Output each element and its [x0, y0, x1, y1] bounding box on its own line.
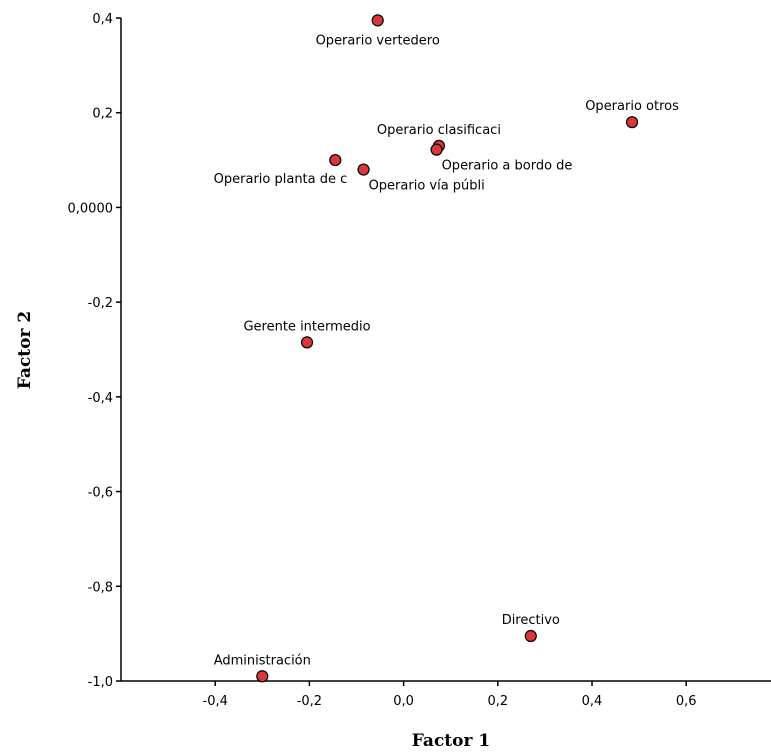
axes [120, 18, 771, 682]
point-label: Operario planta de c [214, 172, 348, 187]
y-tick-label: -0,4 [88, 391, 113, 406]
y-tick-label: 0,4 [92, 12, 113, 27]
y-tick-label: -0,2 [88, 296, 113, 311]
data-point [625, 116, 639, 129]
y-tick-label: 0,2 [92, 107, 113, 122]
point-label: Directivo [502, 613, 560, 628]
x-tick-label: 0,2 [487, 694, 508, 709]
point-label: Gerente intermedio [243, 319, 370, 334]
x-tick-label: 0,6 [676, 694, 697, 709]
x-tick-label: -0,4 [203, 694, 228, 709]
y-tick-label: -0,6 [88, 486, 113, 501]
x-ticks: -0,4 -0,2 0,0 0,2 0,4 0,6 [203, 681, 697, 709]
x-axis-title: Factor 1 [412, 731, 490, 751]
y-tick-label: -0,8 [88, 580, 113, 595]
y-tick-label: 0,0000 [68, 201, 114, 216]
data-points: Operario vertedero Operario otros Operario… [214, 14, 679, 683]
point-label: Operario clasificaci [377, 123, 501, 138]
y-axis-title: Factor 2 [15, 311, 35, 389]
data-point [256, 670, 269, 683]
point-label: Administración [214, 653, 311, 668]
x-tick-label: -0,2 [297, 694, 322, 709]
x-tick-label: 0,4 [582, 694, 603, 709]
x-tick-label: 0,0 [393, 694, 414, 709]
data-point [524, 629, 537, 643]
data-point [430, 143, 443, 156]
point-label: Operario a bordo de [442, 159, 573, 174]
point-label: Operario otros [585, 99, 679, 114]
y-tick-label: -1,0 [88, 675, 113, 690]
data-point [329, 153, 342, 167]
data-point [300, 336, 314, 349]
point-label: Operario vertedero [316, 33, 440, 48]
data-point [357, 163, 370, 176]
data-point [371, 14, 384, 27]
point-label: Operario vía públi [369, 179, 485, 194]
y-ticks: 0,4 0,2 0,0000 -0,2 -0,4 -0,6 -0,8 -1,0 [68, 12, 121, 690]
